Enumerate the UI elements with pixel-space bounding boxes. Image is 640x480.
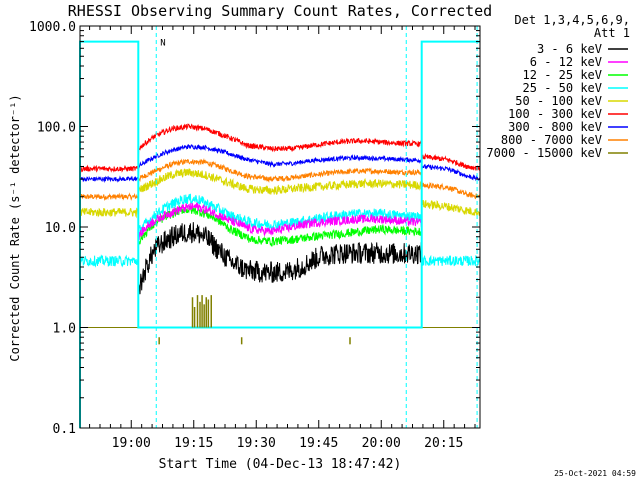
- series-line-5: [79, 168, 481, 219]
- legend-label-6: 100 - 300 keV: [508, 107, 602, 121]
- tick-layer: 0.1 1.0 10.0 100.0 1000.0 19:00 19:15 19:30 19:4…: [29, 20, 480, 451]
- chart-title: RHESSI Observing Summary Count Rates, Co…: [68, 2, 492, 20]
- series-line-6: [79, 123, 481, 173]
- series-line-2: [137, 202, 423, 241]
- legend-label-5: 50 - 100 keV: [515, 94, 602, 108]
- x-axis-label: Start Time (04-Dec-13 18:47:42): [159, 457, 402, 472]
- overlay-layer: N: [79, 26, 480, 428]
- x-tick-label: 19:15: [174, 436, 213, 451]
- generation-timestamp: 25-Oct-2021 04:59: [554, 469, 636, 478]
- x-tick-label: 20:15: [424, 436, 463, 451]
- plot-area: N 0.1 1.0 10.0 100.0 1000.0 19:00 19:15 19:30 19…: [29, 20, 481, 451]
- legend-label-1: 3 - 6 keV: [537, 42, 602, 56]
- series-layer: [79, 123, 481, 328]
- legend-label-9: 7000 - 15000 keV: [486, 146, 602, 160]
- y-tick-label: 1000.0: [29, 20, 76, 35]
- legend-header-line-2: Att 1: [594, 26, 630, 40]
- legend-label-4: 25 - 50 keV: [523, 81, 602, 95]
- y-tick-label: 1.0: [53, 322, 76, 337]
- y-tick-label: 0.1: [53, 422, 76, 437]
- x-tick-label: 19:30: [237, 436, 276, 451]
- series-line-1: [137, 222, 423, 304]
- x-tick-label: 20:00: [362, 436, 401, 451]
- legend-label-8: 800 - 7000 keV: [501, 133, 602, 147]
- y-tick-label: 100.0: [37, 121, 76, 136]
- x-tick-label: 19:45: [299, 436, 338, 451]
- legend-label-7: 300 - 800 keV: [508, 120, 602, 134]
- legend-label-3: 12 - 25 keV: [523, 68, 602, 82]
- legend-label-2: 6 - 12 keV: [530, 55, 602, 69]
- series-line-7: [79, 143, 481, 183]
- series-line-8: [79, 158, 481, 202]
- y-tick-label: 10.0: [45, 221, 76, 236]
- legend-header-line-1: Det 1,3,4,5,6,9,: [514, 13, 630, 27]
- x-tick-label: 19:00: [112, 436, 151, 451]
- attenuator-state-label: N: [160, 39, 165, 49]
- y-axis-label: Corrected Count Rate (s⁻¹ detector⁻¹): [8, 94, 22, 361]
